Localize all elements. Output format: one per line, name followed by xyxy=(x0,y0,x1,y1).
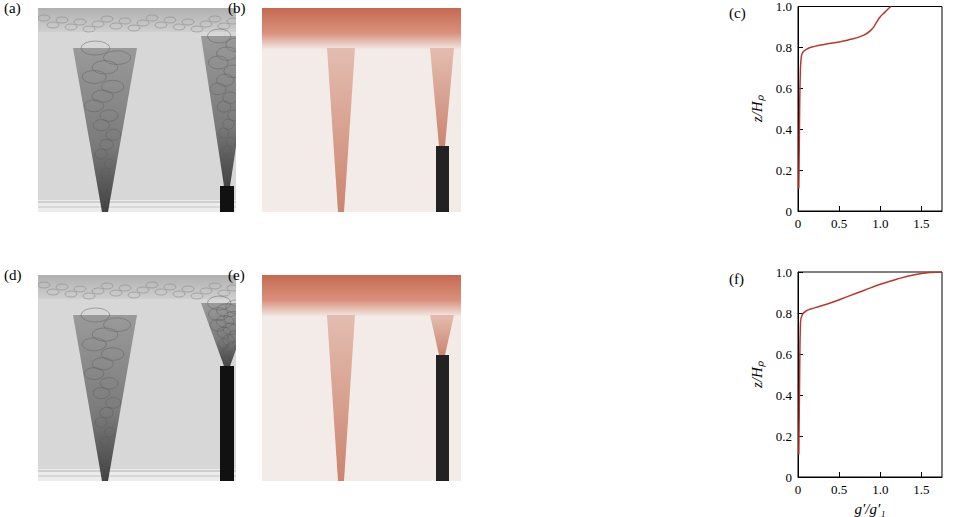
svg-text:0.4: 0.4 xyxy=(776,122,793,137)
svg-text:1.0: 1.0 xyxy=(776,265,792,280)
svg-text:1.0: 1.0 xyxy=(872,216,888,231)
svg-text:z/Hₚ: z/Hₚ xyxy=(749,94,766,123)
svg-text:0: 0 xyxy=(795,216,802,231)
svg-text:0: 0 xyxy=(795,482,802,497)
svg-text:0.8: 0.8 xyxy=(776,306,792,321)
html-text:(a): (a) xyxy=(4,0,21,16)
svg-text:g′/g′₁: g′/g′₁ xyxy=(855,501,886,517)
svg-text:(f): (f) xyxy=(729,271,744,288)
svg-text:(c): (c) xyxy=(729,5,746,22)
svg-text:0.2: 0.2 xyxy=(776,163,792,178)
html-text:(d): (d) xyxy=(4,267,22,283)
svg-text:1.5: 1.5 xyxy=(913,216,929,231)
svg-text:1.0: 1.0 xyxy=(872,482,888,497)
svg-text:0.8: 0.8 xyxy=(776,40,792,55)
svg-text:0.4: 0.4 xyxy=(776,388,793,403)
html-text:(e): (e) xyxy=(228,267,245,283)
svg-text:0.2: 0.2 xyxy=(776,429,792,444)
svg-text:0.5: 0.5 xyxy=(831,216,847,231)
svg-text:0: 0 xyxy=(786,470,793,485)
svg-text:0: 0 xyxy=(786,204,793,219)
svg-text:1.5: 1.5 xyxy=(913,482,929,497)
svg-text:0.6: 0.6 xyxy=(776,81,793,96)
html-text:(b): (b) xyxy=(228,0,246,16)
svg-text:z/Hₚ: z/Hₚ xyxy=(749,360,766,389)
svg-text:0.6: 0.6 xyxy=(776,347,793,362)
svg-text:1.0: 1.0 xyxy=(776,0,792,14)
svg-text:0.5: 0.5 xyxy=(831,482,847,497)
